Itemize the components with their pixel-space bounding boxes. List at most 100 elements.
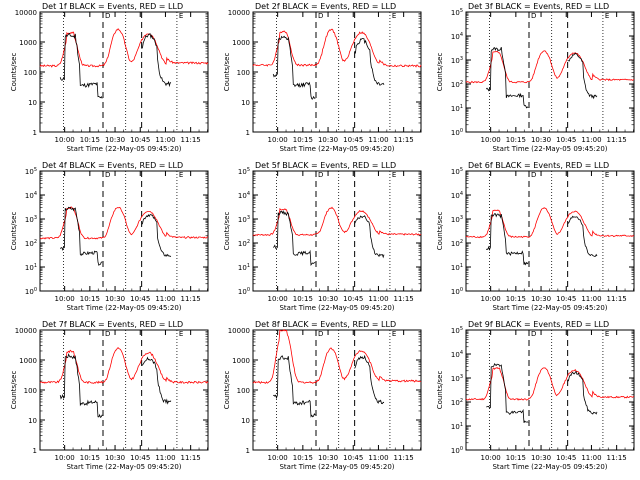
- y-axis-label: Counts/sec: [10, 371, 18, 410]
- plot-frame: [39, 329, 209, 451]
- series-lld-red: [465, 207, 635, 239]
- y-tick-label: 101: [451, 104, 463, 113]
- y-tick-label: 100: [451, 446, 463, 455]
- x-tick-label: 10:00: [55, 295, 75, 303]
- y-tick-label: 10000: [15, 9, 37, 17]
- segment-marker: D: [318, 12, 323, 20]
- x-tick-label: 10:15: [506, 295, 526, 303]
- plot-frame: [465, 11, 635, 133]
- y-tick-label: 10: [28, 99, 37, 107]
- x-tick-label: 10:00: [268, 454, 288, 462]
- series-events-black: [141, 214, 172, 257]
- y-axis-label: Counts/sec: [223, 53, 231, 92]
- x-axis-label: Start Time (22-May-05 09:45:20): [492, 463, 607, 471]
- x-tick-label: 10:30: [531, 295, 551, 303]
- x-tick-label: 10:45: [343, 454, 363, 462]
- x-axis-label: Start Time (22-May-05 09:45:20): [492, 304, 607, 312]
- x-axis-label: Start Time (22-May-05 09:45:20): [492, 145, 607, 153]
- series-lld-red: [252, 329, 422, 384]
- y-axis-label: Counts/sec: [436, 371, 444, 410]
- x-tick-label: 11:15: [394, 136, 414, 144]
- x-tick-label: 10:30: [318, 295, 338, 303]
- y-tick-label: 1: [246, 447, 250, 455]
- series-lld-red: [465, 50, 635, 84]
- x-tick-label: 11:15: [394, 454, 414, 462]
- panel-det-4: Det 4f BLACK = Events, RED = LLD 100 101 10…: [10, 161, 209, 312]
- panel-title: Det 8f BLACK = Events, RED = LLD: [255, 320, 396, 329]
- x-tick-label: 10:45: [130, 295, 150, 303]
- series-events-black: [273, 355, 316, 418]
- segment-marker: E: [605, 171, 609, 179]
- y-tick-label: 105: [238, 167, 250, 176]
- panel-title: Det 9f BLACK = Events, RED = LLD: [468, 320, 609, 329]
- series-lld-red: [39, 347, 209, 385]
- y-tick-label: 103: [451, 374, 463, 383]
- x-tick-label: 10:45: [343, 295, 363, 303]
- x-axis-label: Start Time (22-May-05 09:45:20): [279, 145, 394, 153]
- x-tick-label: 10:15: [80, 136, 100, 144]
- x-tick-label: 10:30: [531, 136, 551, 144]
- segment-marker: E: [179, 12, 183, 20]
- x-tick-label: 10:30: [105, 295, 125, 303]
- series-events-black: [567, 370, 598, 415]
- plot-frame: [465, 329, 635, 451]
- y-tick-label: 1: [246, 129, 250, 137]
- segment-marker: D: [531, 12, 536, 20]
- panel-title: Det 7f BLACK = Events, RED = LLD: [42, 320, 183, 329]
- segment-marker: D: [105, 12, 110, 20]
- y-tick-label: 10000: [228, 327, 250, 335]
- segment-marker: D: [531, 171, 536, 179]
- x-tick-label: 10:15: [293, 136, 313, 144]
- panel-title: Det 4f BLACK = Events, RED = LLD: [42, 161, 183, 170]
- series-events-black: [272, 210, 316, 267]
- panel-title: Det 6f BLACK = Events, RED = LLD: [468, 161, 609, 170]
- segment-marker: D: [105, 171, 110, 179]
- series-events-black: [59, 353, 103, 419]
- x-tick-label: 10:00: [55, 454, 75, 462]
- series-events-black: [141, 32, 172, 88]
- panel-det-1: Det 1f BLACK = Events, RED = LLD 1 10 100 10…: [10, 2, 209, 153]
- x-tick-label: 10:45: [130, 454, 150, 462]
- x-tick-label: 10:00: [268, 136, 288, 144]
- x-tick-label: 10:30: [105, 454, 125, 462]
- x-tick-label: 11:15: [607, 295, 627, 303]
- x-tick-label: 10:15: [293, 295, 313, 303]
- segment-marker: D: [318, 171, 323, 179]
- y-tick-label: 103: [238, 215, 250, 224]
- x-tick-label: 11:00: [368, 454, 388, 462]
- y-tick-label: 10: [241, 417, 250, 425]
- x-tick-label: 10:30: [318, 136, 338, 144]
- panel-det-7: Det 7f BLACK = Events, RED = LLD 1 10 100 10…: [10, 320, 209, 471]
- y-tick-label: 10000: [228, 9, 250, 17]
- plot-frame: [465, 170, 635, 292]
- y-tick-label: 102: [451, 398, 463, 407]
- y-tick-label: 102: [25, 239, 37, 248]
- panel-title: Det 1f BLACK = Events, RED = LLD: [42, 2, 183, 11]
- x-tick-label: 10:00: [268, 295, 288, 303]
- panel-title: Det 3f BLACK = Events, RED = LLD: [468, 2, 609, 11]
- plot-frame: [39, 11, 209, 133]
- y-tick-label: 104: [451, 350, 463, 359]
- y-tick-label: 105: [451, 167, 463, 176]
- y-tick-label: 1000: [19, 357, 37, 365]
- y-axis-label: Counts/sec: [10, 53, 18, 92]
- series-events-black: [567, 52, 598, 100]
- series-events-black: [354, 354, 385, 405]
- y-tick-label: 100: [451, 287, 463, 296]
- series-lld-red: [252, 28, 422, 68]
- panel-det-3: Det 3f BLACK = Events, RED = LLD 100 101 10…: [436, 2, 635, 153]
- x-tick-label: 10:00: [481, 454, 501, 462]
- panel-det-6: Det 6f BLACK = Events, RED = LLD 100 101 10…: [436, 161, 635, 312]
- x-axis-label: Start Time (22-May-05 09:45:20): [279, 463, 394, 471]
- y-axis-label: Counts/sec: [223, 212, 231, 251]
- series-events-black: [59, 32, 103, 99]
- segment-marker: E: [179, 171, 183, 179]
- y-tick-label: 101: [451, 422, 463, 431]
- y-axis-label: Counts/sec: [436, 53, 444, 92]
- plot-frame: [252, 170, 422, 292]
- segment-marker: D: [531, 330, 536, 338]
- x-tick-label: 10:45: [556, 295, 576, 303]
- y-tick-label: 102: [451, 239, 463, 248]
- series-events-black: [141, 356, 172, 405]
